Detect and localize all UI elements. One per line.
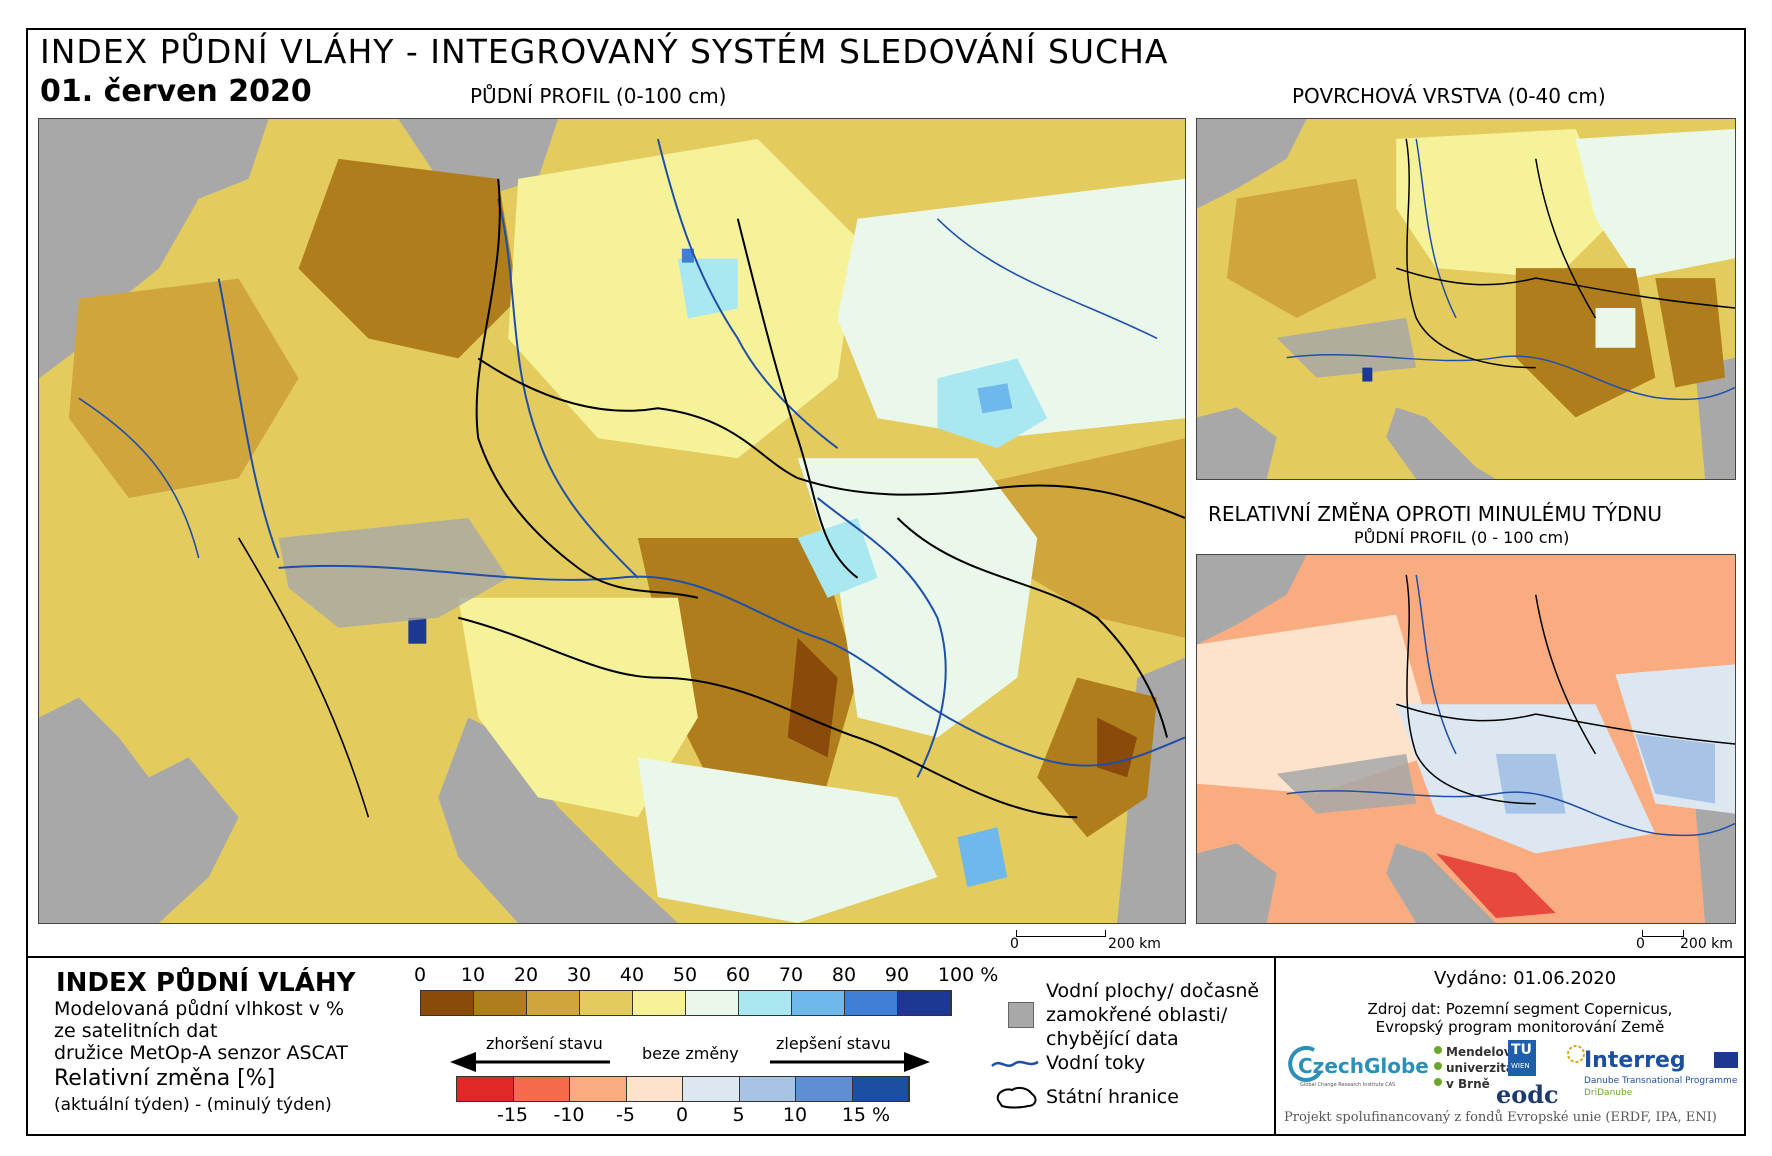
tick-label: 10 — [782, 1104, 808, 1126]
eu-flag-icon — [1714, 1052, 1738, 1068]
tick-label: -5 — [616, 1104, 635, 1126]
eodc-logo: eodc — [1496, 1080, 1559, 1109]
better-label: zlepšení stavu — [776, 1034, 891, 1053]
interreg-project: DriDanube — [1584, 1088, 1633, 1098]
tu-wien-logo: TU WIEN — [1508, 1040, 1536, 1076]
main-soil-moisture-map — [38, 118, 1186, 924]
change-swatch — [739, 1077, 796, 1101]
tick-label: 30 — [566, 964, 592, 986]
tu-wien-mark: TU — [1511, 1042, 1532, 1058]
change-swatch — [796, 1077, 853, 1101]
better-arrow-icon — [770, 1052, 930, 1072]
legend-title: INDEX PŮDNÍ VLÁHY — [56, 968, 356, 998]
index-swatch — [898, 991, 951, 1015]
no-change-label: beze změny — [642, 1044, 739, 1063]
data-source-line-2: Evropský program monitorování Země — [1375, 1018, 1665, 1036]
interreg-programme: Danube Transnational Programme — [1584, 1076, 1738, 1086]
tick-label: 15 % — [841, 1104, 891, 1126]
index-swatch — [421, 991, 474, 1015]
tick-label: 20 — [513, 964, 539, 986]
main-scale-max: 200 km — [1108, 936, 1161, 952]
change-colorbar — [456, 1076, 910, 1102]
interreg-wordmark: Interreg — [1584, 1048, 1686, 1073]
tick-label: 70 — [778, 964, 804, 986]
main-map-graphic — [39, 119, 1185, 923]
change-swatch — [513, 1077, 570, 1101]
tick-label: 10 — [460, 964, 486, 986]
index-swatch — [580, 991, 633, 1015]
tick-label: 0 — [413, 964, 427, 986]
tick-label: 100 % — [937, 964, 999, 986]
mendelu-logo: Mendelova univerzita v Brně — [1432, 1044, 1520, 1104]
water-label-line-1: Vodní plochy/ dočasně — [1046, 980, 1260, 1002]
water-swatch — [1008, 1002, 1034, 1028]
legend-line-3: družice MetOp-A senzor ASCAT — [54, 1042, 348, 1064]
worse-label: zhoršení stavu — [486, 1034, 603, 1053]
legend-line-2: ze satelitních dat — [54, 1020, 218, 1042]
change-swatch — [852, 1077, 909, 1101]
legend-line-1: Modelovaná půdní vlhkost v % — [54, 998, 345, 1020]
funding-footer: Projekt spolufinancovaný z fondů Evropsk… — [1284, 1110, 1717, 1125]
small-scale-max: 200 km — [1680, 936, 1733, 952]
change-map-graphic — [1197, 555, 1735, 923]
relative-change-subtitle: (aktuální týden) - (minulý týden) — [54, 1095, 332, 1115]
index-swatch — [686, 991, 739, 1015]
mendelu-line-1: Mendelova — [1446, 1045, 1520, 1059]
data-source-line-1: Zdroj dat: Pozemní segment Copernicus, — [1367, 1000, 1673, 1018]
change-swatch — [457, 1077, 514, 1101]
czechglobe-wordmark: CzechGlobe — [1298, 1054, 1429, 1078]
index-swatch — [845, 991, 898, 1015]
legend-divider — [26, 956, 1746, 958]
tick-label: 90 — [884, 964, 910, 986]
surface-map-label: POVRCHOVÁ VRSTVA (0-40 cm) — [1292, 84, 1606, 108]
issued-date: Vydáno: 01.06.2020 — [1434, 968, 1617, 989]
tick-label: -15 — [496, 1104, 529, 1126]
small-scale-zero: 0 — [1636, 936, 1645, 952]
mendelu-line-2: univerzita — [1446, 1061, 1515, 1075]
change-swatch — [570, 1077, 627, 1101]
border-symbol-icon — [996, 1086, 1037, 1109]
surface-map-graphic — [1197, 119, 1735, 479]
index-colorbar — [420, 990, 952, 1016]
surface-layer-map — [1196, 118, 1736, 480]
relative-change-map — [1196, 554, 1736, 924]
tick-label: 0 — [675, 1104, 689, 1126]
tick-label: 40 — [619, 964, 645, 986]
relative-change-title: Relativní změna [%] — [54, 1066, 276, 1091]
mendelu-line-3: v Brně — [1446, 1077, 1490, 1091]
index-swatch — [527, 991, 580, 1015]
borders-label: Státní hranice — [1046, 1086, 1179, 1108]
data-source: Zdroj dat: Pozemní segment Copernicus, E… — [1300, 1000, 1740, 1036]
page-title: INDEX PŮDNÍ VLÁHY - INTEGROVANÝ SYSTÉM S… — [40, 32, 1169, 71]
tick-label: 80 — [831, 964, 857, 986]
change-map-sublabel: PŮDNÍ PROFIL (0 - 100 cm) — [1354, 528, 1570, 547]
tu-wien-sub: WIEN — [1511, 1062, 1530, 1070]
main-scale-zero: 0 — [1010, 936, 1019, 952]
tick-label: 60 — [725, 964, 751, 986]
tick-label: 50 — [672, 964, 698, 986]
main-map-label: PŮDNÍ PROFIL (0-100 cm) — [470, 84, 727, 108]
czechglobe-subtitle: Global Change Research Institute CAS — [1300, 1082, 1396, 1088]
index-swatch — [633, 991, 686, 1015]
change-swatch — [683, 1077, 740, 1101]
czechglobe-logo: CzechGlobe Global Change Research Instit… — [1284, 1044, 1429, 1100]
tick-label: 5 — [732, 1104, 745, 1126]
index-swatch — [739, 991, 792, 1015]
water-label-line-3: chybějící data — [1046, 1028, 1179, 1050]
change-swatch — [626, 1077, 683, 1101]
water-label-line-2: zamokřené oblasti/ — [1046, 1004, 1228, 1026]
change-map-label: RELATIVNÍ ZMĚNA OPROTI MINULÉMU TÝDNU — [1208, 502, 1663, 526]
info-divider — [1274, 956, 1276, 1136]
worse-arrow-icon — [450, 1052, 610, 1072]
index-swatch — [474, 991, 527, 1015]
index-swatch — [792, 991, 845, 1015]
issue-date: 01. červen 2020 — [40, 74, 312, 109]
interreg-logo: Interreg Danube Transnational Programme … — [1566, 1044, 1742, 1104]
rivers-label: Vodní toky — [1046, 1052, 1146, 1074]
river-symbol-icon — [991, 1060, 1039, 1067]
tick-label: -10 — [553, 1104, 585, 1126]
